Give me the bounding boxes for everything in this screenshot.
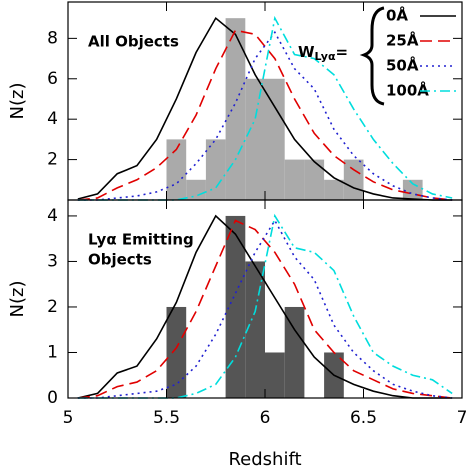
y-tick-label: 4 [47, 206, 58, 226]
legend-label: 50Å [386, 56, 419, 75]
panel-annotation: Lyα Emitting [88, 231, 194, 249]
histogram-bar [304, 159, 325, 200]
legend-label: 100Å [386, 81, 429, 100]
histogram-bar [343, 159, 364, 200]
histogram-bar [225, 18, 246, 200]
x-tick-label: 6 [260, 408, 271, 428]
legend-label: 25Å [386, 31, 419, 50]
histogram-bar [186, 179, 206, 200]
legend-title-suffix: = [336, 43, 349, 61]
y-tick-label: 2 [47, 297, 58, 317]
histogram-bar [284, 159, 305, 200]
x-tick-label: 6.5 [350, 408, 377, 428]
legend-title: WLyα= [298, 43, 348, 64]
histogram-bar [205, 139, 226, 200]
line-series [77, 214, 453, 399]
histogram-bar [324, 179, 344, 200]
y-tick-label: 8 [47, 28, 58, 48]
y-tick-label: 3 [47, 251, 58, 271]
line-series [77, 29, 453, 201]
line-series [77, 219, 453, 399]
histogram-bar [166, 139, 187, 200]
legend-label: 0Å [386, 6, 408, 25]
histogram-bar [225, 215, 246, 398]
histogram-bar [265, 78, 285, 200]
panel-annotation: All Objects [88, 33, 179, 51]
legend-brace [359, 6, 385, 106]
histogram-bar [245, 261, 265, 398]
y-tick-label: 2 [47, 150, 58, 170]
y-tick-label: 1 [47, 342, 58, 362]
x-axis-label: Redshift [228, 449, 301, 470]
x-tick-label: 5 [63, 408, 74, 428]
legend-title-sub: Lyα [315, 50, 336, 63]
panel-annotation: Objects [88, 251, 152, 269]
y-axis-label: N(z) [7, 281, 28, 318]
legend: WLyα= 0Å 25Å 50Å 100Å [298, 6, 456, 106]
y-tick-label: 6 [47, 69, 58, 89]
histogram-bar [284, 306, 305, 398]
y-tick-label: 4 [47, 109, 58, 129]
y-axis-label: N(z) [7, 83, 28, 120]
histogram-bar [166, 306, 187, 398]
y-tick-label: 0 [47, 388, 58, 408]
line-series [77, 16, 453, 201]
histogram-bar [245, 78, 265, 200]
legend-title-main: W [298, 43, 315, 61]
x-tick-label: 5.5 [153, 408, 180, 428]
x-tick-label: 7 [457, 408, 468, 428]
histogram-bar [265, 352, 285, 398]
